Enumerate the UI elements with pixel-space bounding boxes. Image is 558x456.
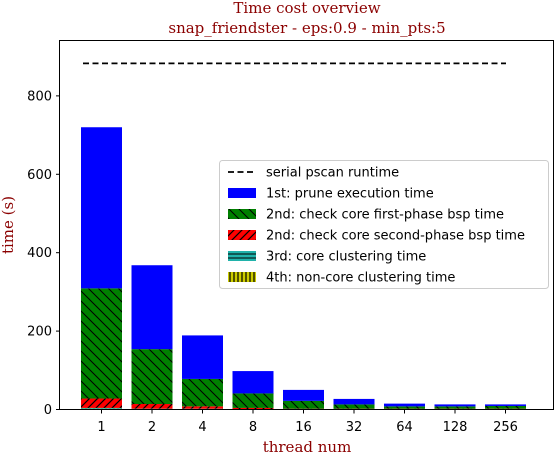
bar-segment (81, 398, 122, 408)
legend-swatch (228, 251, 256, 261)
legend-swatch (228, 230, 256, 240)
y-tick-label: 800 (27, 89, 52, 104)
bar-segment (232, 407, 274, 410)
x-axis: 1 2 4 8 16 32 64 128 256 (97, 409, 518, 435)
x-tick-label: 128 (443, 420, 468, 435)
bar-segment (131, 265, 173, 350)
bar-segment (333, 398, 375, 405)
legend-swatch (228, 188, 256, 198)
bar-segment (485, 404, 526, 406)
bar-segment (81, 288, 122, 399)
x-tick-label: 2 (148, 420, 156, 435)
x-tick-label: 1 (97, 420, 105, 435)
bar-segment (131, 349, 173, 405)
bar-segment (182, 378, 223, 407)
legend-label: serial pscan runtime (266, 166, 399, 181)
y-axis: 0 200 400 600 800 (27, 89, 60, 418)
chart-title: Time cost overview (233, 0, 380, 17)
legend-swatch (228, 272, 256, 282)
legend-label: 1st: prune execution time (266, 187, 434, 202)
bar-segment (384, 403, 425, 407)
y-tick-label: 200 (27, 325, 52, 340)
bar-segment (434, 404, 476, 407)
x-tick-label: 4 (198, 420, 206, 435)
bar-segment (232, 393, 274, 408)
legend-box (219, 160, 549, 289)
legend-label: 3rd: core clustering time (266, 250, 426, 265)
bar-segment (384, 406, 425, 409)
bar-segment (182, 335, 223, 379)
bar-segment (283, 400, 324, 409)
y-tick-label: 600 (27, 168, 52, 183)
bar-segment (434, 406, 476, 409)
bar-segment (182, 406, 223, 409)
y-tick-label: 0 (44, 403, 52, 418)
legend-label: 4th: non-core clustering time (266, 271, 455, 286)
bar-segment (81, 127, 122, 289)
bar-segment (333, 404, 375, 409)
x-tick-label: 16 (295, 420, 312, 435)
bars-group (81, 127, 526, 410)
x-tick-label: 32 (346, 420, 363, 435)
x-tick-label: 256 (493, 420, 518, 435)
y-axis-label: time (s) (0, 196, 17, 254)
chart-subtitle: snap_friendster - eps:0.9 - min_pts:5 (168, 19, 445, 37)
x-tick-label: 8 (249, 420, 257, 435)
bar-segment (131, 404, 173, 409)
legend-label: 2nd: check core second-phase bsp time (266, 229, 525, 244)
plot-frame (59, 40, 554, 410)
bar-segment (232, 371, 274, 394)
x-tick-label: 64 (396, 420, 413, 435)
legend: serial pscan runtime 1st: prune execution… (219, 160, 549, 289)
bar-segment (485, 405, 526, 409)
legend-label: 2nd: check core first-phase bsp time (266, 208, 504, 223)
x-axis-label: thread num (263, 438, 352, 456)
legend-swatch (228, 209, 256, 219)
bar-segment (283, 389, 324, 401)
y-tick-label: 400 (27, 246, 52, 261)
bar-segment (81, 407, 122, 409)
